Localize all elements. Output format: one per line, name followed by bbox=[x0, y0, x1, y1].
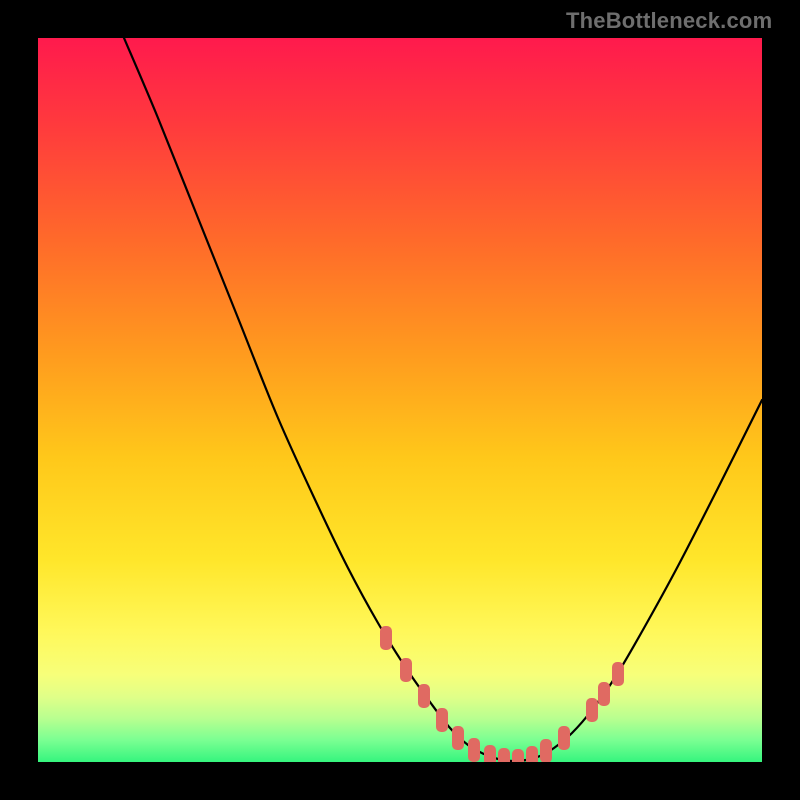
curve-marker bbox=[540, 739, 552, 762]
curve-marker bbox=[452, 726, 464, 750]
stage: TheBottleneck.com bbox=[0, 0, 800, 800]
curve-marker bbox=[558, 726, 570, 750]
watermark-text: TheBottleneck.com bbox=[566, 8, 772, 34]
plot-area bbox=[38, 38, 762, 762]
bottleneck-chart bbox=[38, 38, 762, 762]
curve-marker bbox=[512, 749, 524, 762]
curve-marker bbox=[484, 745, 496, 762]
curve-marker bbox=[586, 698, 598, 722]
curve-marker bbox=[436, 708, 448, 732]
curve-marker bbox=[418, 684, 430, 708]
curve-marker bbox=[380, 626, 392, 650]
curve-marker bbox=[400, 658, 412, 682]
curve-marker bbox=[498, 748, 510, 762]
chart-background bbox=[38, 38, 762, 762]
curve-marker bbox=[468, 738, 480, 762]
curve-marker bbox=[598, 682, 610, 706]
curve-marker bbox=[612, 662, 624, 686]
curve-marker bbox=[526, 746, 538, 762]
